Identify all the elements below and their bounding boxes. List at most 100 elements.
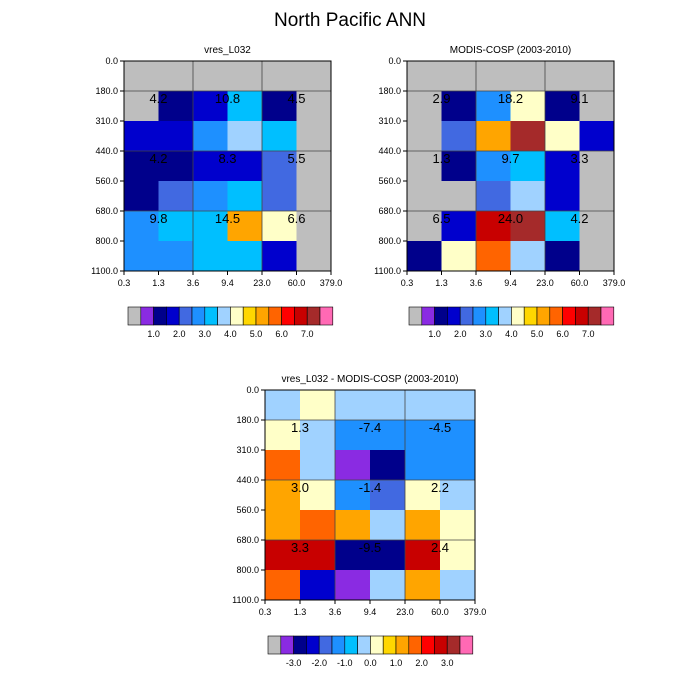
heatmap-cell: [545, 211, 580, 242]
colorbar-swatch: [191, 306, 206, 326]
colorbar-swatch: [217, 306, 231, 326]
y-tick-label: 680.0: [95, 206, 118, 216]
colorbar-label: 2.0: [173, 329, 186, 339]
heatmap-cell: [407, 121, 442, 152]
heatmap-cell: [265, 450, 301, 481]
x-tick-label: 379.0: [464, 607, 487, 617]
panel-title: MODIS-COSP (2003-2010): [450, 45, 572, 56]
heatmap-cell: [579, 241, 615, 272]
heatmap-cell: [124, 181, 159, 212]
colorbar-swatch: [408, 635, 422, 655]
heatmap-cell: [405, 420, 441, 451]
heatmap-cell: [440, 420, 476, 451]
colorbar-swatch: [166, 306, 180, 326]
heatmap-cell: [370, 450, 406, 481]
heatmap-cell: [193, 91, 228, 122]
colorbar-swatch: [280, 635, 294, 655]
heatmap-cell: [158, 121, 194, 152]
y-tick-label: 0.0: [388, 56, 401, 66]
heatmap-cell: [158, 241, 194, 272]
colorbar: 1.0 2.0 3.0 4.0 5.0 6.0 7.0: [127, 306, 334, 339]
heatmap-cell: [158, 91, 194, 122]
colorbar-label: 7.0: [301, 329, 314, 339]
colorbar-swatch: [268, 306, 282, 326]
heatmap-cell: [579, 91, 615, 122]
heatmap-cell: [262, 211, 297, 242]
heatmap-cell: [227, 121, 263, 152]
colorbar-swatch: [344, 635, 358, 655]
heatmap-cell: [335, 450, 371, 481]
y-tick-label: 0.0: [105, 56, 118, 66]
heatmap-cell: [370, 480, 406, 511]
colorbar-swatch: [472, 306, 487, 326]
heatmap-cell: [407, 61, 442, 92]
block-value-label: 4.5: [287, 91, 305, 106]
x-tick-label: 1.3: [435, 278, 448, 288]
y-tick-label: 800.0: [95, 236, 118, 246]
block-value-label: 4.2: [570, 211, 588, 226]
x-tick-label: 379.0: [603, 278, 626, 288]
heatmap-cell: [296, 211, 332, 242]
colorbar-label: 2.0: [415, 658, 428, 668]
heatmap-cell: [545, 61, 580, 92]
x-tick-label: 60.0: [571, 278, 589, 288]
heatmap-cell: [510, 61, 546, 92]
colorbar-swatch: [408, 306, 423, 326]
x-tick-label: 3.6: [329, 607, 342, 617]
heatmap-cell: [124, 121, 159, 152]
heatmap-cell: [407, 91, 442, 122]
colorbar-swatch: [523, 306, 538, 326]
colorbar-swatch: [600, 306, 615, 326]
heatmap-cell: [440, 480, 476, 511]
x-tick-label: 60.0: [431, 607, 449, 617]
colorbar-label: 5.0: [531, 329, 544, 339]
heatmap-cell: [405, 510, 441, 541]
heatmap-cell: [441, 91, 477, 122]
colorbar-swatch: [536, 306, 551, 326]
heatmap-cell: [124, 241, 159, 272]
colorbar-swatch: [306, 635, 320, 655]
heatmap-cell: [124, 61, 159, 92]
heatmap-cell: [370, 420, 406, 451]
heatmap-cell: [440, 570, 476, 601]
heatmap-cell: [262, 121, 297, 152]
y-tick-label: 180.0: [378, 86, 401, 96]
heatmap-cell: [296, 181, 332, 212]
heatmap-cell: [265, 480, 301, 511]
colorbar-label: 0.0: [364, 658, 377, 668]
heatmap-cell: [510, 241, 546, 272]
y-tick-label: 1100.0: [374, 266, 401, 276]
colorbar-swatch: [498, 306, 512, 326]
heatmap-cell: [441, 151, 477, 182]
heatmap-cell: [158, 151, 194, 182]
block-value-label: 6.5: [432, 211, 450, 226]
heatmap-cell: [300, 480, 336, 511]
heatmap-cell: [158, 181, 194, 212]
heatmap-cell: [227, 211, 263, 242]
colorbar-swatch: [421, 306, 435, 326]
heatmap-cell: [441, 61, 477, 92]
colorbar-swatch: [140, 306, 154, 326]
heatmap-cell: [262, 151, 297, 182]
x-tick-label: 3.6: [470, 278, 483, 288]
block-value-label: 18.2: [498, 91, 523, 106]
heatmap-cell: [227, 181, 263, 212]
colorbar-label: 7.0: [582, 329, 595, 339]
block-value-label: 9.7: [501, 151, 519, 166]
colorbar-label: 4.0: [505, 329, 518, 339]
colorbar-swatch: [318, 635, 333, 655]
heatmap-cell: [510, 151, 546, 182]
heatmap-cell: [407, 241, 442, 272]
y-tick-label: 1100.0: [91, 266, 118, 276]
x-tick-label: 0.3: [259, 607, 272, 617]
y-tick-label: 1100.0: [232, 595, 259, 605]
heatmap-cell: [370, 570, 406, 601]
heatmap-cell: [296, 61, 332, 92]
y-tick-label: 800.0: [236, 565, 259, 575]
colorbar-label: 4.0: [224, 329, 237, 339]
colorbar-swatch: [459, 306, 474, 326]
x-tick-label: 0.3: [118, 278, 131, 288]
heatmap-cell: [405, 480, 441, 511]
block-value-label: 2.9: [432, 91, 450, 106]
heatmap-cell: [193, 121, 228, 152]
